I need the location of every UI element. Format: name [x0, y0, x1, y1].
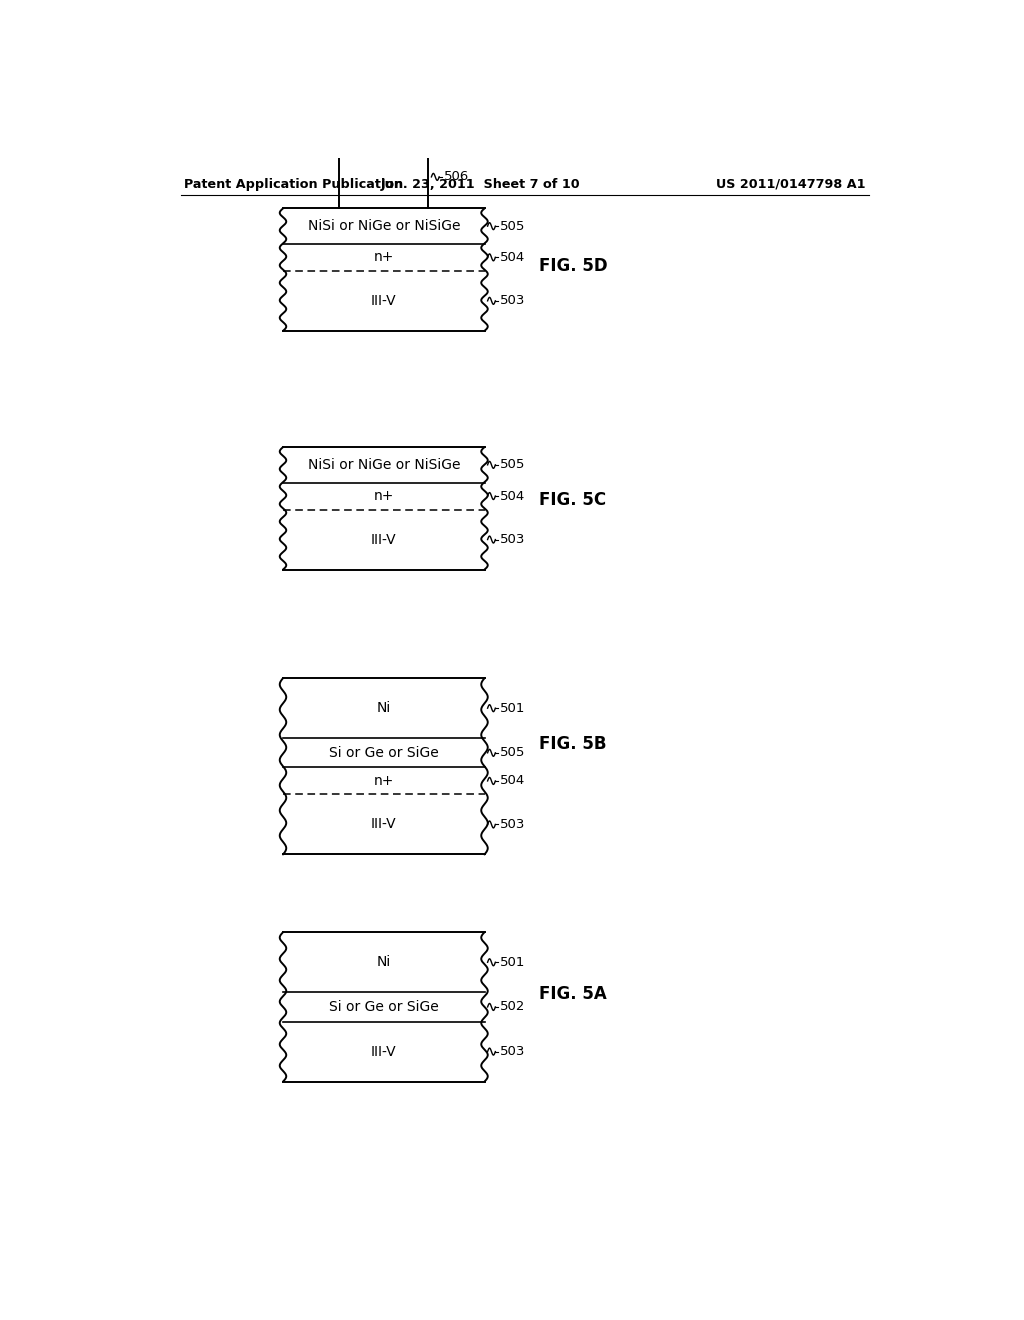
- Text: 503: 503: [500, 1045, 525, 1059]
- Text: 501: 501: [500, 702, 525, 714]
- Text: 504: 504: [500, 251, 525, 264]
- Text: 502: 502: [500, 1001, 525, 1014]
- Text: US 2011/0147798 A1: US 2011/0147798 A1: [717, 178, 866, 190]
- Text: NiSi or NiGe or NiSiGe: NiSi or NiGe or NiSiGe: [307, 219, 460, 234]
- Text: 504: 504: [500, 490, 525, 503]
- Text: Ni: Ni: [377, 701, 391, 715]
- Text: III-V: III-V: [371, 294, 396, 308]
- Text: NiSi or NiGe or NiSiGe: NiSi or NiGe or NiSiGe: [307, 458, 460, 471]
- Text: 503: 503: [500, 533, 525, 546]
- Text: 504: 504: [500, 775, 525, 788]
- Text: n+: n+: [374, 251, 394, 264]
- Text: III-V: III-V: [371, 817, 396, 832]
- Text: n+: n+: [374, 774, 394, 788]
- Text: 505: 505: [500, 458, 525, 471]
- Text: 503: 503: [500, 294, 525, 308]
- Text: 501: 501: [500, 956, 525, 969]
- Text: 506: 506: [443, 170, 469, 183]
- Text: Si or Ge or SiGe: Si or Ge or SiGe: [329, 746, 438, 760]
- Text: FIG. 5C: FIG. 5C: [539, 491, 606, 510]
- Text: III-V: III-V: [371, 532, 396, 546]
- Text: Patent Application Publication: Patent Application Publication: [183, 178, 403, 190]
- Text: FIG. 5D: FIG. 5D: [539, 257, 607, 275]
- Text: FIG. 5A: FIG. 5A: [539, 985, 606, 1003]
- Text: Ni: Ni: [377, 956, 391, 969]
- Text: Jun. 23, 2011  Sheet 7 of 10: Jun. 23, 2011 Sheet 7 of 10: [381, 178, 581, 190]
- Text: III-V: III-V: [371, 1044, 396, 1059]
- Text: n+: n+: [374, 488, 394, 503]
- Text: 503: 503: [500, 818, 525, 832]
- Text: 505: 505: [500, 219, 525, 232]
- Text: Si or Ge or SiGe: Si or Ge or SiGe: [329, 1001, 438, 1014]
- Text: FIG. 5B: FIG. 5B: [539, 735, 606, 752]
- Text: 505: 505: [500, 746, 525, 759]
